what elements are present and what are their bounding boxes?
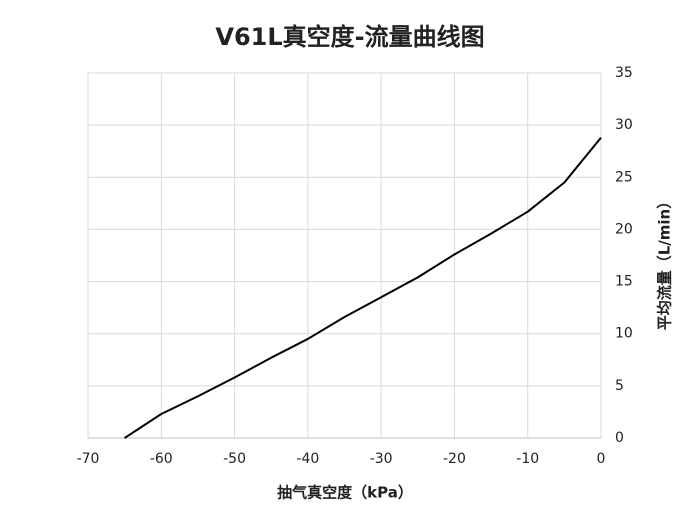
- y-tick-label: 0: [615, 430, 624, 446]
- x-tick-label: 0: [597, 451, 606, 467]
- y-tick-label: 30: [615, 117, 633, 133]
- x-tick-label: -10: [516, 451, 539, 467]
- x-tick-label: -30: [370, 451, 393, 467]
- x-axis-title: 抽气真空度（kPa）: [277, 484, 413, 502]
- y-tick-label: 15: [615, 274, 633, 290]
- x-tick-label: -70: [77, 451, 100, 467]
- y-tick-label: 20: [615, 221, 633, 237]
- x-tick-label: -20: [443, 451, 466, 467]
- y-axis-title: 平均流量（L/min）: [656, 194, 674, 331]
- data-line: [124, 137, 602, 439]
- y-tick-label: 5: [615, 378, 624, 394]
- y-tick-label: 25: [615, 169, 633, 185]
- x-tick-label: -40: [296, 451, 319, 467]
- x-tick-label: -60: [150, 451, 173, 467]
- y-tick-label: 10: [615, 326, 633, 342]
- chart-title: V61L真空度-流量曲线图: [215, 23, 484, 51]
- x-tick-label: -50: [223, 451, 246, 467]
- y-tick-label: 35: [615, 65, 633, 81]
